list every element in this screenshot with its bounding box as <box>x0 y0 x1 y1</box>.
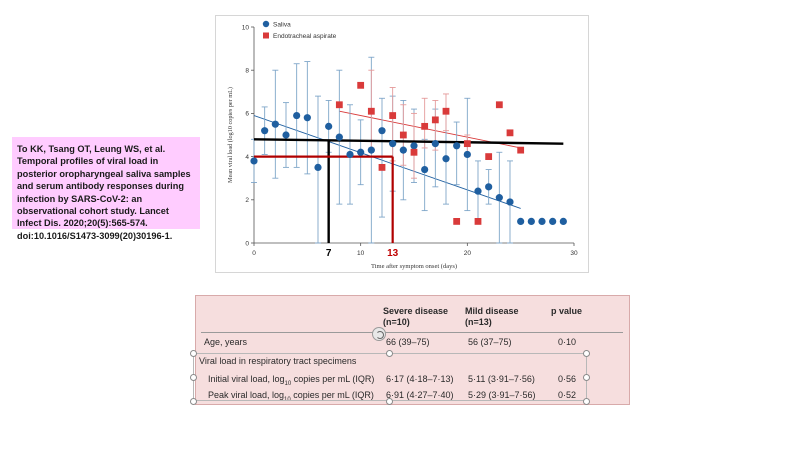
aspirate-point <box>357 81 365 89</box>
saliva-point <box>261 127 269 135</box>
chart-svg: 0 10 20 30 0 2 4 6 8 10 Time after symptom onset (… <box>227 20 578 270</box>
saliva-point <box>282 131 290 139</box>
viral-load-chart: 0 10 20 30 0 2 4 6 8 10 Time after symptom onset (… <box>215 15 589 273</box>
row-age-severe: 66 (39–75) <box>386 337 430 347</box>
saliva-point <box>431 140 439 148</box>
header-severe: Severe disease (n=10) <box>383 306 449 327</box>
aspirate-point <box>410 148 418 156</box>
row-peak-p: 0·52 <box>558 390 577 400</box>
citation-text: To KK, Tsang OT, Leung WS, et al. Tempor… <box>17 144 191 241</box>
saliva-point <box>410 142 418 150</box>
aspirate-point <box>474 218 482 225</box>
aspirate-point <box>517 146 525 154</box>
row-initial-mild: 5·11 (3·91–7·56) <box>468 374 535 384</box>
legend-aspirate-marker <box>263 32 269 39</box>
saliva-point <box>250 157 258 165</box>
row-initial-severe: 6·17 (4·18–7·13) <box>386 374 454 384</box>
aspirate-point <box>453 218 461 225</box>
saliva-trend-line <box>253 115 521 209</box>
saliva-point <box>527 217 535 225</box>
x-tick-label: 0 <box>252 250 256 257</box>
y-tick-label: 10 <box>242 24 250 31</box>
row-peak-severe: 6·91 (4·27–7·40) <box>386 390 454 400</box>
saliva-point <box>463 150 471 159</box>
resize-handle-mid-right[interactable] <box>583 374 590 381</box>
y-tick-label: 6 <box>245 111 249 118</box>
x-axis-title: Time after symptom onset (days) <box>371 263 457 270</box>
saliva-point <box>485 183 493 191</box>
aspirate-point <box>485 153 493 160</box>
saliva-point <box>506 198 514 206</box>
annotation-label-13: 13 <box>387 248 399 259</box>
saliva-point <box>303 114 311 122</box>
legend-saliva-label: Saliva <box>273 21 291 28</box>
y-tick-label: 4 <box>245 154 249 161</box>
saliva-point <box>325 122 333 130</box>
saliva-point <box>378 127 386 135</box>
row-age-label: Age, years <box>204 337 248 347</box>
y-tick-label: 8 <box>245 68 249 75</box>
legend-aspirate-label: Endotracheal aspirate <box>273 33 337 40</box>
resize-handle-top-left[interactable] <box>190 350 197 357</box>
resize-handle-bottom-right[interactable] <box>583 398 590 405</box>
header-p-value: p value <box>551 306 583 316</box>
y-tick-label: 0 <box>245 240 249 247</box>
section-title: Viral load in respiratory tract specimen… <box>199 356 357 366</box>
aspirate-point <box>399 131 407 139</box>
saliva-point <box>421 165 429 174</box>
resize-handle-bottom-left[interactable] <box>190 398 197 405</box>
citation-box: To KK, Tsang OT, Leung WS, et al. Tempor… <box>12 137 200 241</box>
saliva-point <box>335 133 343 141</box>
saliva-point <box>346 150 354 159</box>
header-mild: Mild disease (n=13) <box>465 306 519 327</box>
y-axis-title: Mean viral load (log10 copies per mL) <box>227 87 234 183</box>
aspirate-point <box>506 129 514 137</box>
saliva-point <box>271 120 279 128</box>
row-initial-label: Initial viral load, log10 copies per mL … <box>208 374 375 387</box>
saliva-point <box>538 217 546 225</box>
resize-handle-top-mid[interactable] <box>386 350 393 357</box>
aspirate-point <box>442 107 450 115</box>
threshold-line-black <box>253 138 564 145</box>
saliva-point <box>453 142 461 150</box>
rotate-handle[interactable] <box>372 327 386 341</box>
resize-handle-top-right[interactable] <box>583 350 590 357</box>
aspirate-point <box>431 116 439 124</box>
saliva-point <box>399 146 407 154</box>
legend-saliva-marker <box>262 20 270 28</box>
aspirate-point <box>463 140 471 148</box>
row-peak-label: Peak viral load, log10 copies per mL (IQ… <box>208 390 374 403</box>
annotation-label-7: 7 <box>326 248 332 259</box>
x-tick-label: 30 <box>570 250 578 257</box>
resize-handle-mid-left[interactable] <box>190 374 197 381</box>
aspirate-point <box>367 107 375 115</box>
aspirate-point <box>378 164 386 171</box>
header-rule <box>201 332 623 333</box>
aspirate-point <box>421 122 429 130</box>
selection-frame[interactable] <box>193 353 587 401</box>
x-tick-label: 10 <box>357 250 365 257</box>
saliva-point <box>389 140 397 148</box>
row-peak-mild: 5·29 (3·91–7·56) <box>468 390 536 400</box>
y-tick-label: 2 <box>245 197 249 204</box>
row-age-p: 0·10 <box>558 337 577 347</box>
aspirate-point <box>495 101 503 109</box>
aspirate-point <box>335 101 343 109</box>
row-age-mild: 56 (37–75) <box>468 337 512 347</box>
saliva-point <box>474 187 482 195</box>
aspirate-point <box>389 112 397 119</box>
x-tick-label: 20 <box>464 250 472 257</box>
resize-handle-bottom-mid[interactable] <box>386 398 393 405</box>
saliva-point <box>549 217 557 225</box>
saliva-point <box>442 155 450 163</box>
saliva-point <box>517 217 525 225</box>
saliva-point <box>367 146 375 154</box>
saliva-point <box>495 194 503 202</box>
saliva-point <box>314 163 322 171</box>
saliva-point <box>559 217 567 225</box>
saliva-point <box>293 111 301 120</box>
saliva-point <box>357 148 365 156</box>
row-initial-p: 0·56 <box>558 374 577 384</box>
